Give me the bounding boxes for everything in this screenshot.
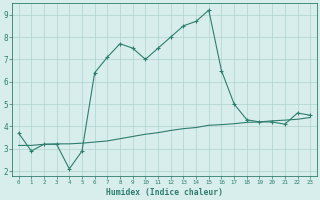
X-axis label: Humidex (Indice chaleur): Humidex (Indice chaleur) [106, 188, 223, 197]
